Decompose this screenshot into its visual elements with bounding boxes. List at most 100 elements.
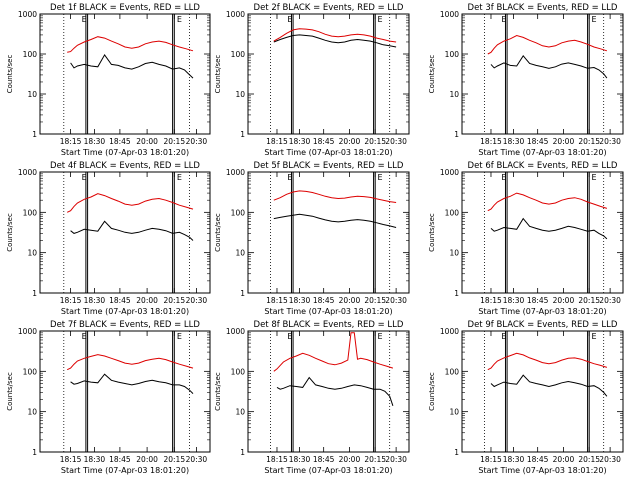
x-tick-label: 18:45 <box>313 296 335 305</box>
y-tick-label: 100 <box>231 367 246 376</box>
series-line-lld <box>487 352 608 371</box>
x-tick-label: 20:30 <box>385 296 407 305</box>
x-tick-label: 20:15 <box>364 296 386 305</box>
panel-title: Det 5f BLACK = Events, RED = LLD <box>254 161 404 171</box>
event-marker-label: E <box>82 173 87 182</box>
x-tick-label: 20:30 <box>186 296 208 305</box>
y-tick-label: 100 <box>23 367 38 376</box>
y-tick-label: 100 <box>231 50 246 59</box>
y-tick-label: 1000 <box>226 10 245 19</box>
x-axis-label: Start Time (07-Apr-03 18:01:20) <box>478 466 606 475</box>
x-axis-label: Start Time (07-Apr-03 18:01:20) <box>264 148 392 157</box>
chart-panel-7: Det 7f BLACK = Events, RED = LLD Counts/s… <box>6 320 211 475</box>
event-marker-label: E <box>287 15 292 24</box>
y-axis-label: Counts/sec <box>214 55 222 94</box>
x-tick-label: 20:15 <box>578 455 600 464</box>
x-tick-label: 20:30 <box>186 137 208 146</box>
y-tick-label: 1 <box>32 130 37 139</box>
y-tick-label: 10 <box>449 90 459 99</box>
chart-panel-3: Det 3f BLACK = Events, RED = LLD Counts/s… <box>428 3 624 157</box>
x-tick-label: 20:30 <box>599 455 621 464</box>
chart-panel-5: Det 5f BLACK = Events, RED = LLD Counts/s… <box>214 161 410 316</box>
event-marker-label: E <box>287 173 292 182</box>
y-tick-label: 1 <box>454 448 459 457</box>
event-marker-label: E <box>591 15 596 24</box>
y-tick-label: 10 <box>449 249 459 258</box>
x-tick-label: 18:15 <box>480 455 502 464</box>
y-axis-label: Counts/sec <box>428 372 436 411</box>
y-tick-label: 1000 <box>226 168 245 177</box>
x-axis-label: Start Time (07-Apr-03 18:01:20) <box>61 307 189 316</box>
x-tick-label: 20:00 <box>136 455 158 464</box>
plot-frame <box>461 171 624 294</box>
y-tick-label: 100 <box>445 367 460 376</box>
y-tick-label: 10 <box>235 408 245 417</box>
x-tick-label: 18:15 <box>60 137 82 146</box>
y-tick-label: 1000 <box>18 327 37 336</box>
x-tick-label: 18:45 <box>109 137 131 146</box>
event-marker-label: E <box>501 332 506 341</box>
y-axis-label: Counts/sec <box>428 55 436 94</box>
plot-frame <box>39 13 211 135</box>
y-tick-label: 1 <box>454 289 459 298</box>
plot-frame <box>247 13 410 135</box>
panel-title: Det 2f BLACK = Events, RED = LLD <box>254 3 404 13</box>
panel-title: Det 6f BLACK = Events, RED = LLD <box>468 161 618 171</box>
y-tick-label: 1 <box>32 448 37 457</box>
series-line-lld <box>273 190 397 203</box>
x-tick-label: 20:00 <box>553 455 575 464</box>
event-marker-label: E <box>591 173 596 182</box>
x-tick-label: 20:15 <box>578 296 600 305</box>
x-tick-label: 18:45 <box>313 455 335 464</box>
x-tick-label: 18:30 <box>503 455 525 464</box>
x-tick-label: 20:00 <box>136 296 158 305</box>
series-line-lld <box>66 354 194 371</box>
y-axis-label: Counts/sec <box>214 372 222 411</box>
x-tick-label: 20:15 <box>364 137 386 146</box>
event-marker-label: E <box>501 173 506 182</box>
y-tick-label: 1000 <box>18 10 37 19</box>
panel-title: Det 7f BLACK = Events, RED = LLD <box>50 320 200 330</box>
y-tick-label: 1 <box>240 289 245 298</box>
y-axis-label: Counts/sec <box>6 372 14 411</box>
series-line-lld <box>273 332 394 372</box>
x-tick-label: 18:15 <box>266 455 288 464</box>
y-tick-label: 1000 <box>440 10 459 19</box>
x-tick-label: 18:45 <box>109 296 131 305</box>
x-axis-label: Start Time (07-Apr-03 18:01:20) <box>61 148 189 157</box>
chart-panel-9: Det 9f BLACK = Events, RED = LLD Counts/s… <box>428 320 624 475</box>
series-line-events <box>70 220 194 241</box>
x-tick-label: 20:15 <box>364 455 386 464</box>
event-marker-label: E <box>591 332 596 341</box>
series-line-events <box>490 54 608 79</box>
y-tick-label: 10 <box>235 249 245 258</box>
y-tick-label: 10 <box>235 90 245 99</box>
y-tick-label: 100 <box>231 208 246 217</box>
x-tick-label: 18:45 <box>109 455 131 464</box>
series-line-events <box>490 217 608 240</box>
event-marker-label: E <box>377 332 382 341</box>
plot-frame <box>39 330 211 453</box>
chart-panel-8: Det 8f BLACK = Events, RED = LLD Counts/s… <box>214 320 410 475</box>
event-marker-label: E <box>177 173 182 182</box>
event-marker-label: E <box>82 15 87 24</box>
x-tick-label: 20:30 <box>385 455 407 464</box>
x-axis-label: Start Time (07-Apr-03 18:01:20) <box>264 307 392 316</box>
y-tick-label: 10 <box>27 408 37 417</box>
y-tick-label: 1 <box>454 130 459 139</box>
x-tick-label: 18:15 <box>60 455 82 464</box>
event-marker-label: E <box>177 332 182 341</box>
x-axis-label: Start Time (07-Apr-03 18:01:20) <box>61 466 189 475</box>
y-tick-label: 1000 <box>18 168 37 177</box>
y-tick-label: 100 <box>445 50 460 59</box>
chart-panel-4: Det 4f BLACK = Events, RED = LLD Counts/s… <box>6 161 211 316</box>
chart-panel-2: Det 2f BLACK = Events, RED = LLD Counts/s… <box>214 3 410 157</box>
chart-panel-1: Det 1f BLACK = Events, RED = LLD Counts/s… <box>6 3 211 157</box>
x-axis-label: Start Time (07-Apr-03 18:01:20) <box>478 307 606 316</box>
x-tick-label: 18:45 <box>527 455 549 464</box>
x-tick-label: 18:30 <box>84 296 106 305</box>
x-tick-label: 18:15 <box>266 137 288 146</box>
series-line-events <box>273 34 397 48</box>
y-axis-label: Counts/sec <box>6 213 14 252</box>
